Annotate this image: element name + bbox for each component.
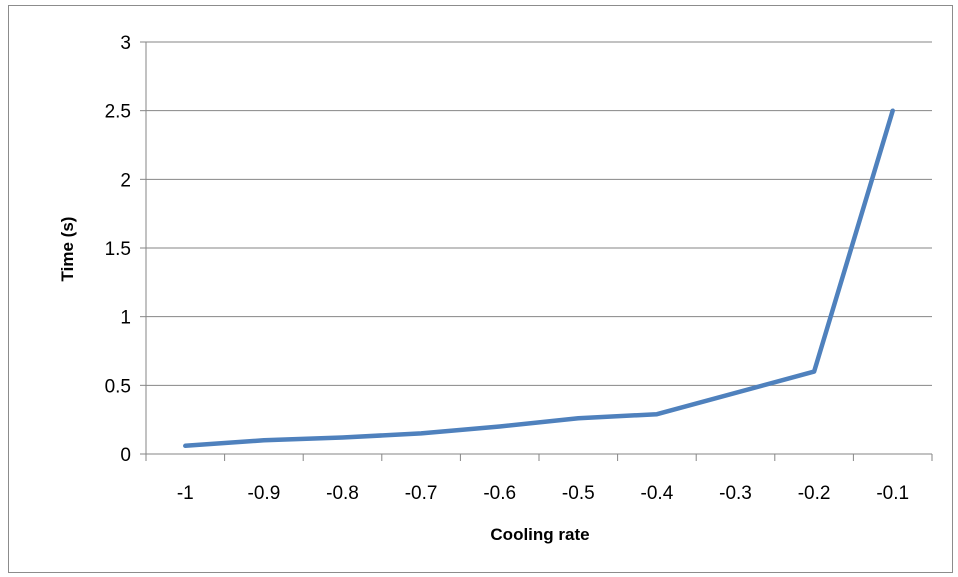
y-tick-labels: 0 0.5 1 1.5 2 2.5 3	[105, 33, 131, 466]
x-tick-label: -0.5	[562, 483, 595, 504]
series-line	[183, 108, 895, 449]
x-tick-label: -0.3	[719, 483, 752, 504]
x-tick-label: -1	[177, 483, 194, 504]
axes	[140, 41, 933, 461]
x-tick-labels: -1 -0.9 -0.8 -0.7 -0.6 -0.5 -0.4 -0.3 -0.2 -0.1	[177, 483, 909, 504]
x-tick-label: -0.8	[326, 483, 359, 504]
x-axis-title: Cooling rate	[490, 525, 589, 544]
y-tick-label: 2	[120, 170, 131, 191]
x-tick-label: -0.6	[483, 483, 516, 504]
x-tick-label: -0.1	[876, 483, 909, 504]
x-tick-label: -0.7	[405, 483, 438, 504]
y-tick-label: 3	[120, 33, 131, 54]
y-tick-label: 0	[120, 445, 131, 466]
y-tick-label: 0.5	[105, 376, 131, 397]
y-tick-label: 1.5	[105, 239, 131, 260]
y-axis-title: Time (s)	[58, 217, 77, 282]
y-tick-label: 1	[120, 308, 131, 329]
gridlines	[146, 41, 932, 386]
chart-area	[8, 5, 953, 573]
series-layer	[183, 108, 895, 449]
x-tick-label: -0.2	[798, 483, 831, 504]
x-tick-label: -0.9	[248, 483, 281, 504]
y-tick-label: 2.5	[105, 102, 131, 123]
x-tick-label: -0.4	[641, 483, 674, 504]
